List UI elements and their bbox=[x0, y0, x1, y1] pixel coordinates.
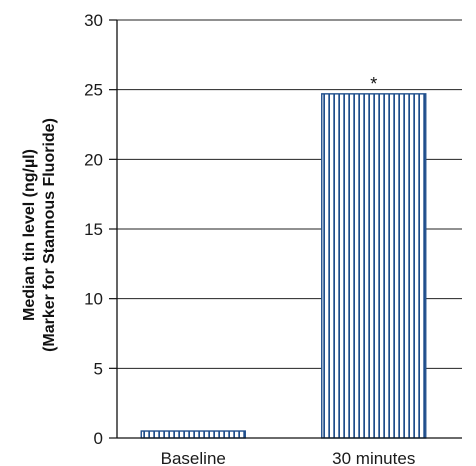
x-tick-label: Baseline bbox=[161, 449, 226, 466]
bar-annotations: * bbox=[370, 74, 377, 94]
bar-30-minutes bbox=[321, 93, 427, 439]
significance-marker: * bbox=[370, 74, 377, 94]
y-axis-ticks: 0 5 10 15 20 25 30 bbox=[84, 11, 117, 448]
y-tick-label: 20 bbox=[84, 150, 103, 169]
y-axis-title-line-1: Median tin level (ng/µl) bbox=[21, 149, 38, 321]
y-tick-label: 10 bbox=[84, 290, 103, 309]
y-axis-title: Median tin level (ng/µl) (Marker for Sta… bbox=[21, 118, 58, 352]
y-axis-title-line-2: (Marker for Stannous Fluoride) bbox=[41, 118, 58, 352]
y-tick-label: 25 bbox=[84, 81, 103, 100]
y-tick-label: 15 bbox=[84, 220, 103, 239]
y-tick-label: 5 bbox=[94, 359, 103, 378]
bars bbox=[140, 93, 427, 439]
x-axis-labels: Baseline 30 minutes bbox=[161, 449, 416, 466]
y-tick-label: 30 bbox=[84, 11, 103, 30]
x-tick-label: 30 minutes bbox=[332, 449, 415, 466]
bar-baseline bbox=[140, 430, 246, 439]
y-tick-label: 0 bbox=[94, 429, 103, 448]
